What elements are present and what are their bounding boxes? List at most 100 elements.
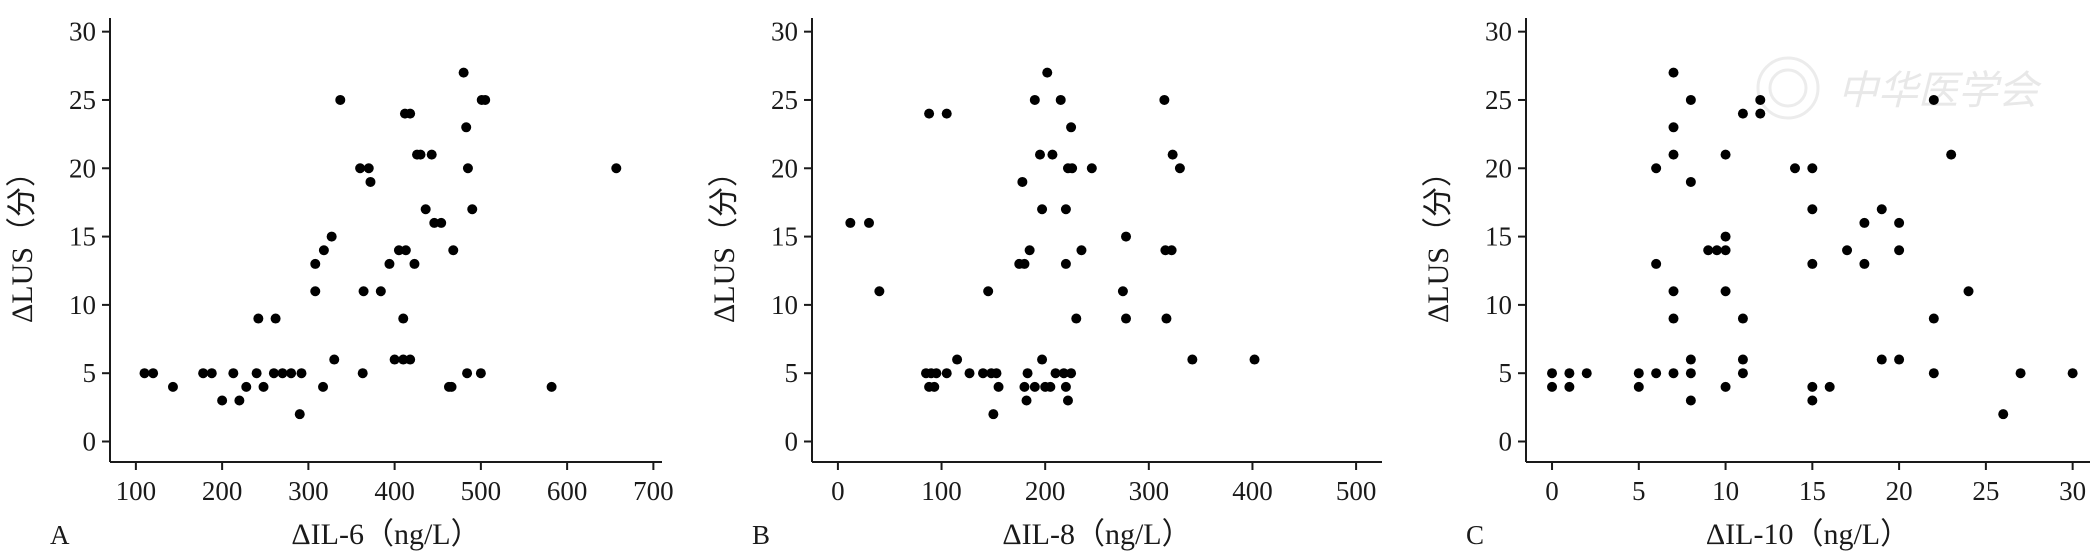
y-tick-label: 20	[69, 153, 96, 183]
data-point	[1117, 286, 1128, 297]
data-point	[1685, 354, 1696, 365]
y-tick-label: 15	[771, 222, 798, 252]
x-tick-label: 15	[1799, 476, 1826, 506]
data-point	[234, 395, 245, 406]
y-tick-label: 20	[1485, 153, 1512, 183]
data-point	[1633, 368, 1644, 379]
data-point	[405, 354, 416, 365]
data-point	[1755, 94, 1766, 105]
data-point	[318, 381, 329, 392]
data-point	[1737, 368, 1748, 379]
data-point	[1019, 258, 1030, 269]
data-point	[277, 368, 288, 379]
data-point	[1029, 94, 1040, 105]
data-point	[1042, 67, 1053, 78]
data-point	[1668, 368, 1679, 379]
data-point	[198, 368, 209, 379]
data-point	[964, 368, 975, 379]
data-point	[294, 409, 305, 420]
data-point	[1807, 204, 1818, 215]
data-point	[461, 122, 472, 133]
data-point	[1249, 354, 1260, 365]
data-point	[363, 163, 374, 174]
data-point	[1021, 395, 1032, 406]
data-point	[993, 381, 1004, 392]
data-point	[874, 286, 885, 297]
data-point	[2067, 368, 2078, 379]
data-point	[426, 149, 437, 160]
data-point	[251, 368, 262, 379]
data-point	[475, 368, 486, 379]
y-tick-label: 10	[1485, 290, 1512, 320]
data-point	[310, 258, 321, 269]
data-point	[1928, 313, 1939, 324]
data-point	[462, 163, 473, 174]
data-point	[1047, 149, 1058, 160]
data-point	[462, 368, 473, 379]
data-point	[228, 368, 239, 379]
data-point	[1668, 149, 1679, 160]
data-point	[365, 176, 376, 187]
x-tick-label: 200	[1025, 476, 1066, 506]
data-point	[931, 368, 942, 379]
data-point	[941, 368, 952, 379]
data-point	[1174, 163, 1185, 174]
data-point	[258, 381, 269, 392]
data-point	[335, 94, 346, 105]
data-point	[1894, 354, 1905, 365]
data-point	[1071, 313, 1082, 324]
data-point	[268, 368, 279, 379]
data-point	[1789, 163, 1800, 174]
data-point	[1166, 245, 1177, 256]
y-tick-label: 10	[69, 290, 96, 320]
data-point	[1824, 381, 1835, 392]
x-tick-label: 700	[633, 476, 674, 506]
data-point	[286, 368, 297, 379]
y-tick-label: 15	[1485, 222, 1512, 252]
data-point	[1651, 163, 1662, 174]
data-point	[1876, 204, 1887, 215]
data-point	[1720, 231, 1731, 242]
data-point	[1711, 245, 1722, 256]
data-point	[845, 217, 856, 228]
data-point	[1067, 163, 1078, 174]
x-tick-label: 0	[1545, 476, 1559, 506]
data-point	[270, 313, 281, 324]
data-point	[1037, 354, 1048, 365]
x-tick-label: 10	[1712, 476, 1739, 506]
y-tick-label: 25	[69, 85, 96, 115]
data-point	[1807, 395, 1818, 406]
data-point	[1121, 231, 1132, 242]
data-point	[1668, 286, 1679, 297]
data-point	[357, 368, 368, 379]
data-point	[1685, 176, 1696, 187]
data-point	[1859, 258, 1870, 269]
data-point	[310, 286, 321, 297]
data-point	[1022, 368, 1033, 379]
y-tick-label: 25	[1485, 85, 1512, 115]
x-tick-label: 25	[1972, 476, 1999, 506]
data-point	[611, 163, 622, 174]
y-tick-label: 0	[785, 427, 799, 457]
x-axis-label: ΔIL-6（ng/L）	[291, 518, 480, 551]
data-point	[1842, 245, 1853, 256]
y-tick-label: 15	[69, 222, 96, 252]
data-point	[1651, 258, 1662, 269]
data-point	[1159, 94, 1170, 105]
y-axis-label: ΔLUS（分）	[708, 157, 741, 323]
data-point	[241, 381, 252, 392]
data-point	[1807, 381, 1818, 392]
x-tick-label: 400	[1232, 476, 1273, 506]
data-point	[375, 286, 386, 297]
x-tick-label: 200	[202, 476, 243, 506]
data-point	[1564, 368, 1575, 379]
y-tick-label: 30	[1485, 17, 1512, 47]
data-point	[1928, 94, 1939, 105]
y-tick-label: 5	[785, 358, 799, 388]
data-point	[1876, 354, 1887, 365]
data-point	[480, 94, 491, 105]
data-point	[1564, 381, 1575, 392]
